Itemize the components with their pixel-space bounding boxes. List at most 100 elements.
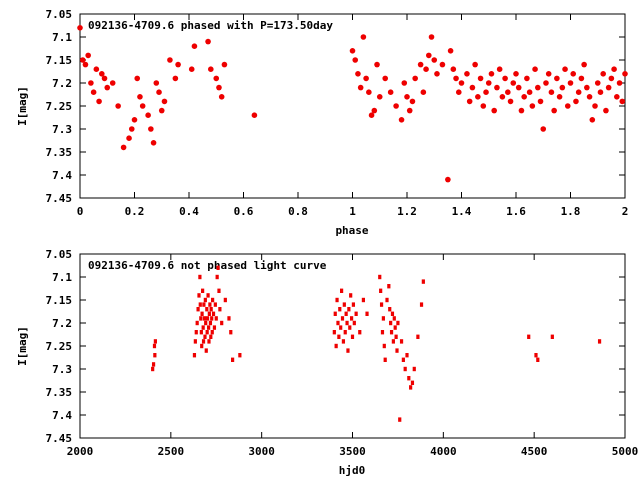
data-point [343,330,347,335]
data-point [404,94,410,100]
data-point [393,103,399,109]
x-tick-label: 2000 [67,445,94,458]
data-point [211,311,216,316]
data-point [158,107,165,114]
data-point [215,274,219,280]
x-tick-label: 2500 [158,445,185,458]
data-point [407,376,411,381]
x-tick-label: 1.6 [506,205,526,218]
data-point [210,330,214,335]
phased-plot-xlabel: phase [335,224,368,237]
unphased-plot-xlabel: hjd0 [339,464,366,477]
data-point [205,307,209,312]
data-point [518,107,525,114]
unphased-plot-points [151,265,602,422]
data-point [455,89,462,95]
data-point [333,311,337,316]
data-point [396,320,400,326]
data-point [172,75,179,82]
x-tick-label: 1 [349,205,356,218]
data-point [390,311,395,316]
data-point [376,94,383,100]
x-tick-label: 4500 [521,445,548,458]
data-point [392,316,396,321]
data-point [410,380,415,385]
phased-plot-ylabel: I[mag] [16,86,29,126]
data-point [134,75,141,82]
data-point [398,117,405,123]
data-point [216,265,220,270]
data-point [611,66,617,72]
data-point [203,334,207,339]
data-point [202,316,207,321]
data-point [148,126,154,132]
data-point [96,98,102,105]
data-point [229,330,233,335]
data-point [394,334,398,339]
data-point [387,284,391,289]
data-point [90,89,97,95]
data-point [379,288,383,293]
data-point [126,135,132,141]
data-point [510,80,517,86]
data-point [161,98,168,105]
data-point [221,61,228,68]
data-point [199,316,203,321]
data-point [543,80,549,86]
data-point [198,302,202,307]
data-point [151,366,155,372]
x-tick-label: 0.4 [179,205,199,218]
data-point [619,98,626,105]
data-point [153,353,157,358]
data-point [85,52,91,59]
data-point [428,34,435,40]
data-point [622,71,628,77]
data-point [345,320,349,326]
data-point [387,89,394,95]
data-point [175,61,181,68]
data-point [207,311,211,316]
data-point [496,66,503,72]
x-tick-label: 0.2 [125,205,145,218]
data-point [167,57,173,63]
data-point [381,316,385,321]
data-point [603,107,609,114]
phased-plot-frame [79,13,626,199]
data-point [551,107,557,114]
data-point [507,98,514,105]
data-point [365,311,369,316]
data-point [337,334,341,339]
data-point [195,320,199,326]
data-point [204,348,208,353]
data-point [209,307,213,312]
data-point [354,311,358,316]
data-point [513,71,519,77]
data-point [401,357,405,362]
data-point [199,330,203,335]
data-point [231,357,235,362]
data-point [550,334,554,339]
data-point [217,288,221,293]
data-point [567,80,574,86]
data-point [349,316,354,321]
data-point [109,80,116,86]
data-point [115,103,121,109]
data-point [101,75,108,82]
data-point [389,330,394,335]
data-point [423,66,429,72]
data-point [206,293,210,298]
data-point [357,84,364,91]
data-point [208,66,214,72]
data-point [156,89,162,95]
data-point [77,25,83,31]
data-point [472,61,478,68]
y-tick-label: 7.35 [46,146,73,159]
data-point [341,339,346,344]
data-point [137,94,143,100]
data-point [389,320,393,326]
unphased-light-curve-panel: 092136-4709.6 not phased light curve hjd… [16,248,638,477]
data-point [363,75,369,82]
data-point [351,302,356,307]
data-point [201,288,205,293]
x-tick-label: 1.8 [561,205,581,218]
